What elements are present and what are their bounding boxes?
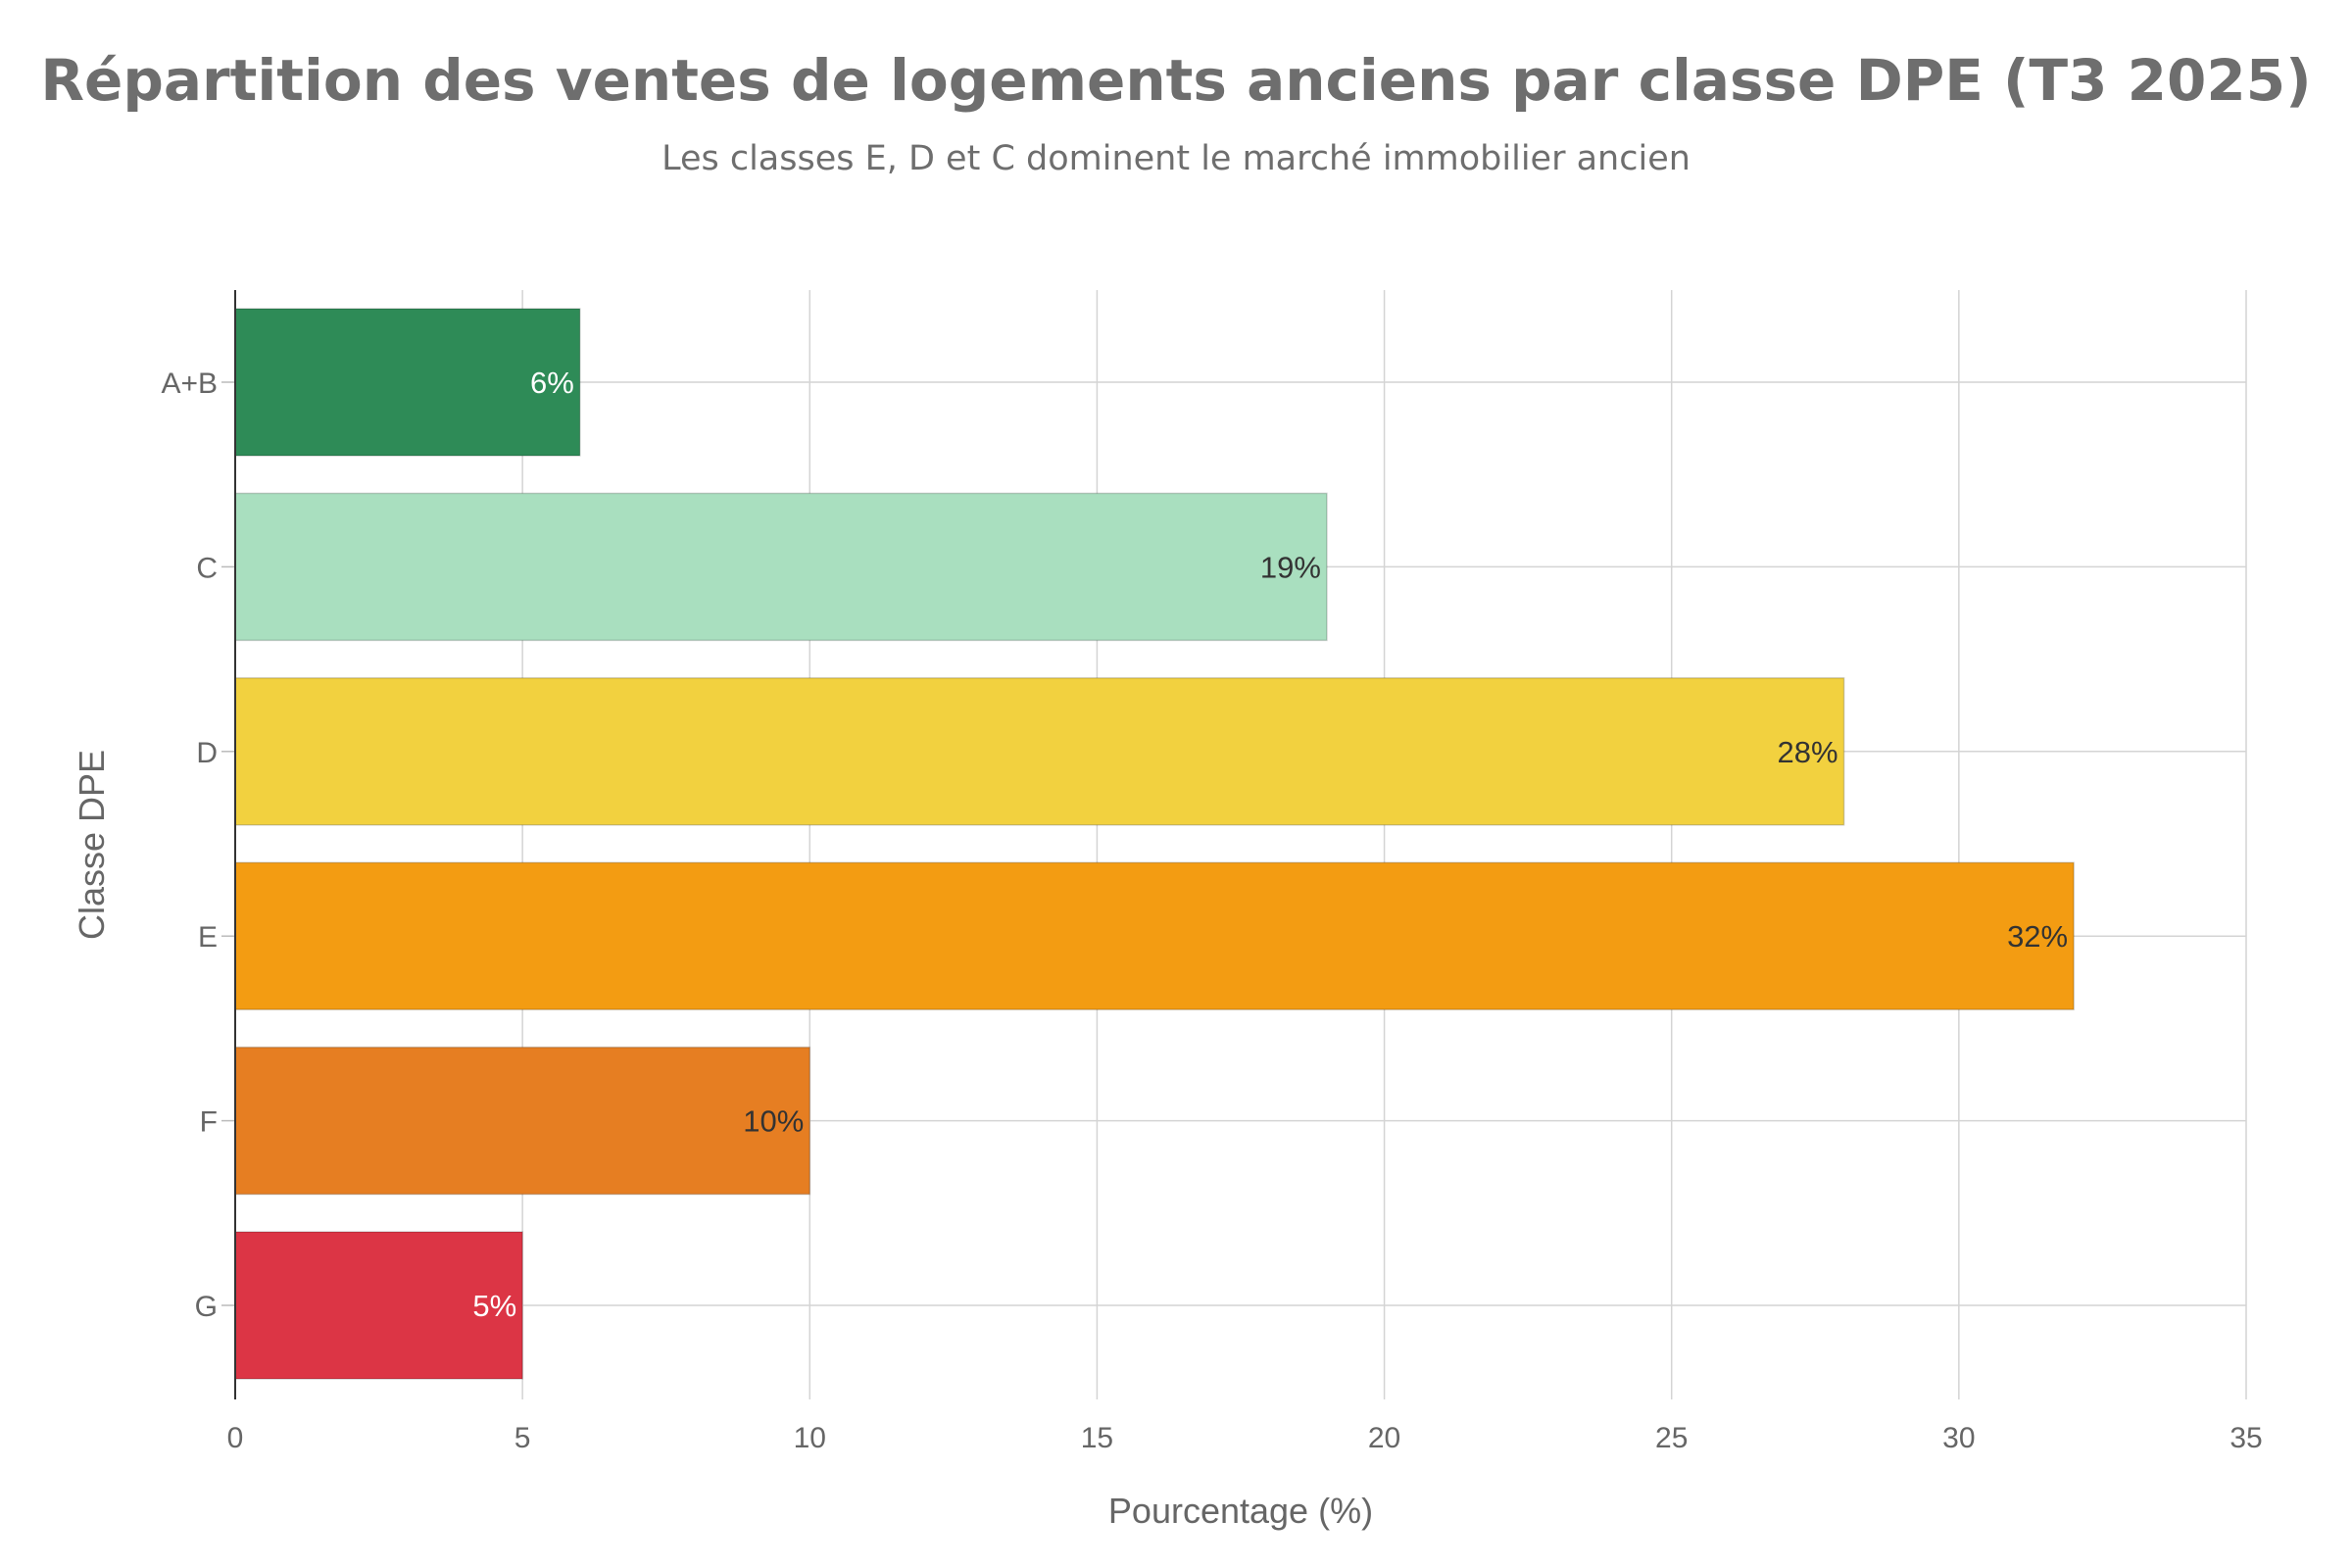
bar-value-label: 6% xyxy=(530,366,574,400)
y-axis-title: Classe DPE xyxy=(72,750,112,940)
x-tick-label: 0 xyxy=(227,1422,244,1454)
x-tick-label: 10 xyxy=(794,1422,826,1454)
x-tick-label: 20 xyxy=(1368,1422,1400,1454)
x-axis-title: Pourcentage (%) xyxy=(1108,1491,1373,1531)
bar-value-label: 19% xyxy=(1260,550,1321,584)
grid-lines xyxy=(235,290,2247,1399)
y-tick-label: A+B xyxy=(161,368,218,400)
bar-C xyxy=(234,492,1328,642)
x-tick-label: 15 xyxy=(1081,1422,1113,1454)
chart-title: Répartition des ventes de logements anci… xyxy=(40,47,2312,114)
y-tick-label: C xyxy=(196,552,218,584)
bar-E xyxy=(234,861,2075,1010)
bar-labels: 6% 19% 28% 32% 10% 5% xyxy=(472,366,2068,1323)
bar-value-label: 5% xyxy=(472,1289,516,1323)
x-tick-label: 30 xyxy=(1942,1422,1975,1454)
bar-value-label: 28% xyxy=(1778,735,1838,769)
bar-A+B xyxy=(234,308,581,457)
y-tick-label: E xyxy=(198,921,218,954)
bar-value-label: 10% xyxy=(743,1104,804,1139)
y-tick-label: D xyxy=(196,737,218,769)
bar-value-label: 32% xyxy=(2007,919,2068,954)
x-tick-label: 5 xyxy=(514,1422,531,1454)
x-tick-label: 25 xyxy=(1655,1422,1688,1454)
bar-D xyxy=(234,677,1845,826)
chart-subtitle: Les classes E, D et C dominent le marché… xyxy=(662,139,1690,178)
y-tick-label: G xyxy=(195,1291,218,1323)
axes: 0 5 10 15 20 25 30 35 A+B C D E F G xyxy=(161,290,2263,1454)
bar-F xyxy=(234,1046,811,1196)
bar-G xyxy=(234,1231,523,1380)
x-tick-label: 35 xyxy=(2230,1422,2262,1454)
y-tick-label: F xyxy=(200,1106,218,1139)
bars xyxy=(234,308,2075,1380)
